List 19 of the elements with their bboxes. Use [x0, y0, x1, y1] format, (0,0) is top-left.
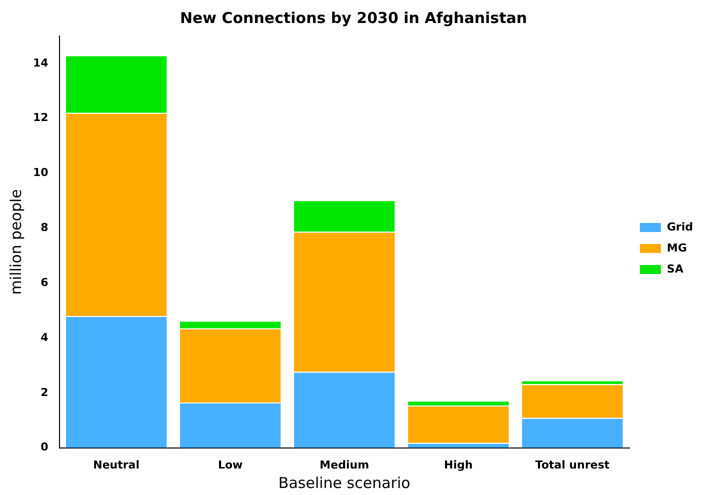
y-tick-label: 6: [40, 276, 49, 289]
x-tick-label: Neutral: [93, 458, 140, 472]
legend-label: MG: [666, 241, 687, 254]
y-axis-title: million people: [6, 189, 25, 295]
legend-label: Grid: [666, 220, 694, 234]
x-tick-label: Total unrest: [535, 458, 610, 472]
y-tick-label: 2: [40, 386, 48, 399]
y-tick-label: 4: [40, 330, 49, 344]
legend-label: SA: [666, 262, 684, 276]
chart-title: New Connections by 2030 in Afghanistan: [180, 8, 528, 27]
x-tick-label: High: [444, 458, 473, 472]
y-tick-label: 14: [32, 56, 49, 70]
y-tick-label: 0: [40, 440, 49, 454]
y-tick-label: 12: [32, 111, 48, 124]
x-tick-label: Medium: [320, 458, 370, 472]
y-tick-label: 10: [32, 166, 49, 180]
x-tick-label: Low: [218, 458, 243, 472]
y-tick-label: 8: [40, 221, 48, 234]
x-axis-title: Baseline scenario: [278, 474, 410, 492]
